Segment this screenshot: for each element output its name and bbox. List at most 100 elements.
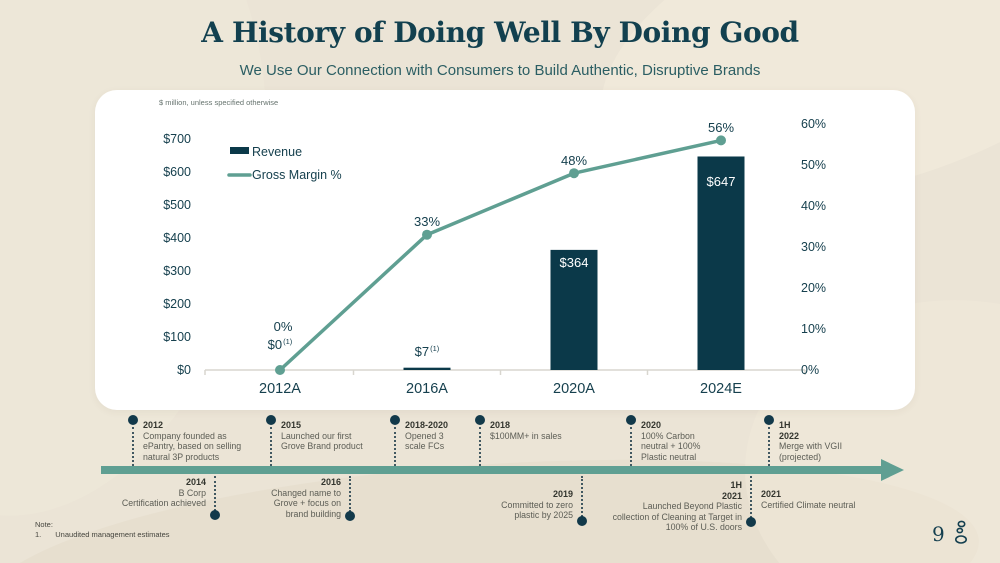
milestone-year: 2016 xyxy=(320,477,341,487)
right-axis-tick-label: 20% xyxy=(801,281,826,295)
milestone-text: $100MM+ in sales xyxy=(490,430,562,441)
left-axis-tick-label: $500 xyxy=(163,198,191,212)
milestone-year: 2020 xyxy=(641,420,662,430)
timeline-dot xyxy=(626,415,636,425)
milestone-text: brand building xyxy=(285,508,341,519)
timeline-dot xyxy=(266,415,276,425)
timeline-connector xyxy=(270,427,272,466)
gross-margin-value-label: 48% xyxy=(561,153,587,168)
revenue-gross-margin-chart: $0 $100 $200 $300 $400 $500 $600 $700 0% 10% 20% 30… xyxy=(163,117,826,397)
milestone-year: 2014 xyxy=(185,477,206,487)
milestone-text: 100% of U.S. doors xyxy=(665,522,742,533)
gross-margin-point-marker xyxy=(569,168,579,179)
timeline-milestone: 2016 Changed name to Grove + focus on brand… xyxy=(271,477,341,519)
timeline-connector xyxy=(581,476,583,517)
left-axis-tick-label: $0 xyxy=(177,363,191,377)
x-axis-category-label: 2024E xyxy=(700,381,742,397)
milestone-text: Launched Beyond Plastic xyxy=(642,501,742,512)
timeline-connector xyxy=(394,427,396,466)
timeline-axis-bar xyxy=(101,466,881,474)
timeline-dot xyxy=(475,415,485,425)
gross-margin-point-marker xyxy=(716,135,726,146)
milestone-text: 100% Carbon xyxy=(641,430,695,441)
right-axis-tick-label: 30% xyxy=(801,240,826,254)
left-axis-tick-label: $700 xyxy=(163,132,191,146)
gross-margin-line xyxy=(278,138,723,372)
timeline-dot xyxy=(764,415,774,425)
revenue-value-label: $647 xyxy=(707,174,736,189)
timeline-connector xyxy=(768,427,770,466)
timeline-milestone: 1H 2022 Merge with VGII (projected) xyxy=(779,420,842,462)
left-axis-tick-label: $300 xyxy=(163,264,191,278)
footnote: Note: 1. Unaudited management estimates xyxy=(35,520,170,539)
timeline-dot xyxy=(210,510,220,520)
timeline-connector xyxy=(214,476,216,511)
timeline-dot xyxy=(390,415,400,425)
slide-subtitle: We Use Our Connection with Consumers to … xyxy=(239,62,761,79)
gross-margin-point-marker xyxy=(275,365,285,375)
left-axis-tick-label: $600 xyxy=(163,165,191,179)
timeline-milestone: 2015 Launched our first Grove Brand produc… xyxy=(281,420,363,452)
gross-margin-value-label: 0% xyxy=(274,319,293,334)
timeline-dot xyxy=(746,517,756,527)
left-axis-tick-label: $400 xyxy=(163,231,191,245)
timeline-milestone: 1H 2021 Launched Beyond Plastic collection … xyxy=(613,480,742,533)
grove-stacked-stones-logo-icon xyxy=(954,520,967,544)
footnote-number: 1. xyxy=(35,529,42,539)
timeline-connector xyxy=(630,427,632,466)
milestone-text: (projected) xyxy=(779,451,822,462)
milestone-text: Launched our first xyxy=(281,430,352,441)
slide-title: A History of Doing Well By Doing Good xyxy=(201,16,799,49)
milestone-text: Grove Brand product xyxy=(281,441,363,452)
x-axis-category-label: 2012A xyxy=(259,381,301,397)
milestone-year: 2015 xyxy=(281,420,302,430)
right-axis-tick-label: 50% xyxy=(801,158,826,172)
milestone-text: Plastic neutral xyxy=(641,451,697,462)
revenue-value-label: $364 xyxy=(560,255,589,270)
left-axis-tick-label: $200 xyxy=(163,297,191,311)
timeline-milestone: 2012 Company founded as ePantry, based on … xyxy=(143,420,241,462)
timeline-milestone: 2020 100% Carbon neutral + 100% Plastic neu… xyxy=(641,420,700,462)
timeline-milestone: 2014 B Corp Certification achieved xyxy=(122,477,206,509)
timeline-dot xyxy=(128,415,138,425)
milestone-year: 1H xyxy=(730,480,742,490)
timeline-milestone: 2018-2020 Opened 3 scale FCs xyxy=(405,420,448,452)
timeline-connector xyxy=(132,427,134,466)
x-axis-category-label: 2016A xyxy=(406,381,448,397)
revenue-bar xyxy=(403,367,451,370)
milestone-text: ePantry, based on selling xyxy=(143,441,242,452)
revenue-bar xyxy=(550,249,598,370)
milestone-text: Committed to zero xyxy=(501,499,573,510)
right-axis-tick-label: 0% xyxy=(801,363,819,377)
milestone-text: collection of Cleaning at Target in xyxy=(612,511,742,522)
milestone-text: Changed name to xyxy=(271,487,341,498)
timeline-milestone: 2021 Certified Climate neutral xyxy=(761,489,855,510)
footnote-label: Note: xyxy=(35,520,53,529)
milestone-text: scale FCs xyxy=(405,441,445,452)
chart-units-note: $ million, unless specified otherwise xyxy=(159,98,279,107)
chart-card: $ million, unless specified otherwise $0… xyxy=(95,90,915,410)
milestone-year: 2018 xyxy=(490,420,511,430)
milestone-year: 2018-2020 xyxy=(405,420,449,430)
timeline-arrowhead-icon xyxy=(881,459,904,481)
milestone-year: 2012 xyxy=(143,420,164,430)
milestone-year: 1H xyxy=(779,420,791,430)
right-axis-tick-label: 10% xyxy=(801,322,826,336)
right-axis-tick-label: 60% xyxy=(801,117,826,131)
timeline-milestone: 2019 Committed to zero plastic by 2025 xyxy=(501,489,573,521)
timeline-dot xyxy=(577,516,587,526)
timeline-dot xyxy=(345,511,355,521)
milestone-year: 2019 xyxy=(552,489,573,499)
milestone-year: 2021 xyxy=(721,490,742,501)
milestone-text: natural 3P products xyxy=(143,451,220,462)
milestone-text: neutral + 100% xyxy=(641,441,701,452)
milestone-text: Grove + focus on xyxy=(273,498,341,509)
legend-revenue-label: Revenue xyxy=(252,145,302,159)
timeline-connector xyxy=(750,476,752,518)
milestone-year: 2022 xyxy=(779,430,800,441)
timeline-connector xyxy=(349,476,351,512)
timeline-milestone: 2018 $100MM+ in sales xyxy=(490,420,562,441)
right-axis-tick-label: 40% xyxy=(801,199,826,213)
